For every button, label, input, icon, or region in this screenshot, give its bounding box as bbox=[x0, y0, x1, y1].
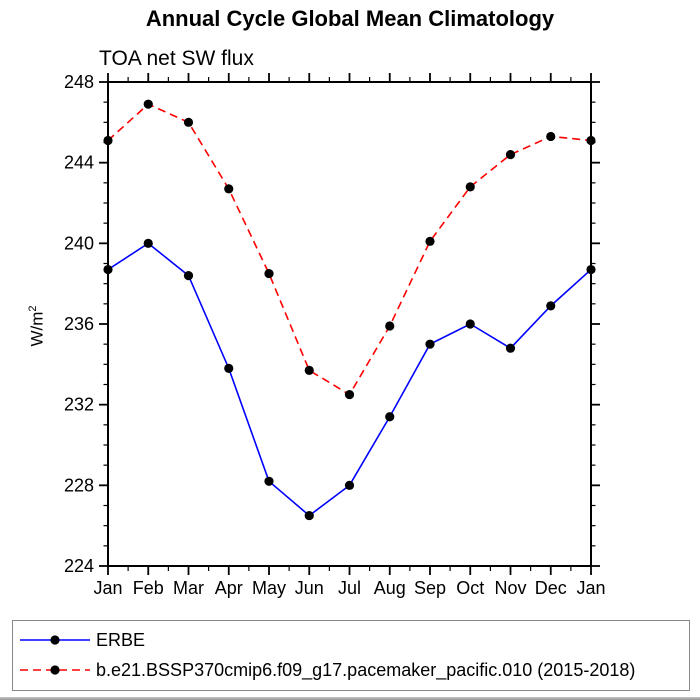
y-tick-label: 232 bbox=[64, 395, 94, 415]
data-point-marker bbox=[546, 131, 556, 142]
data-point-marker bbox=[304, 365, 314, 375]
data-point-marker bbox=[586, 135, 596, 146]
data-point-marker bbox=[505, 150, 516, 160]
x-tick-label: Jul bbox=[338, 578, 361, 598]
x-tick-label: Jan bbox=[93, 578, 122, 598]
data-point-marker bbox=[183, 271, 194, 281]
x-tick-label: Dec bbox=[535, 578, 567, 598]
data-point-marker bbox=[465, 182, 475, 192]
data-point-marker bbox=[546, 301, 556, 311]
series-line-erbe bbox=[107, 242, 592, 517]
plot-area: Jan Feb Mar Apr May Jun Jul Aug Sep Oct Nov Dec Jan2… bbox=[64, 72, 606, 598]
data-point-marker bbox=[103, 135, 113, 146]
x-tick-label: Jun bbox=[295, 578, 324, 598]
legend-marker bbox=[50, 665, 60, 675]
legend-label: b.e21.BSSP370cmip6.f09_g17.pacemaker_pac… bbox=[96, 659, 636, 680]
data-point-marker bbox=[143, 238, 153, 248]
chart-subtitle: TOA net SW flux bbox=[99, 47, 254, 70]
data-point-marker bbox=[385, 412, 395, 422]
legend: ERBE b.e21.BSSP370cmip6.f09_g17.pacemaker… bbox=[12, 620, 690, 691]
data-point-marker bbox=[264, 476, 274, 486]
y-tick-label: 248 bbox=[64, 72, 94, 92]
x-tick-label: Nov bbox=[494, 578, 526, 598]
x-tick-label: Oct bbox=[456, 578, 484, 598]
data-point-marker bbox=[304, 510, 314, 521]
data-point-marker bbox=[224, 184, 234, 194]
data-point-marker bbox=[183, 117, 194, 127]
data-point-marker bbox=[586, 264, 596, 275]
data-point-marker bbox=[224, 363, 234, 373]
legend-marker bbox=[50, 635, 60, 645]
x-tick-label: Aug bbox=[374, 578, 406, 598]
legend-line-sample bbox=[20, 635, 90, 645]
plot-frame bbox=[107, 81, 592, 567]
data-point-marker bbox=[465, 319, 475, 329]
window-bottom-edge bbox=[0, 697, 700, 700]
y-tick-label: 244 bbox=[64, 153, 94, 173]
x-tick-label: May bbox=[252, 578, 286, 598]
y-tick-label: 228 bbox=[64, 475, 94, 495]
data-point-marker bbox=[264, 268, 274, 279]
data-point-marker bbox=[344, 480, 355, 490]
y-tick-label: 224 bbox=[64, 556, 94, 576]
legend-label: ERBE bbox=[96, 629, 146, 650]
data-point-marker bbox=[143, 99, 153, 109]
x-tick-label: Sep bbox=[414, 578, 446, 598]
data-point-marker bbox=[103, 264, 113, 275]
chart-title: Annual Cycle Global Mean Climatology bbox=[145, 6, 555, 31]
legend-item: ERBE bbox=[18, 625, 689, 655]
data-point-marker bbox=[505, 343, 516, 353]
x-tick-label: Apr bbox=[215, 578, 243, 598]
legend-item: b.e21.BSSP370cmip6.f09_g17.pacemaker_pac… bbox=[18, 655, 689, 685]
series-line-model bbox=[107, 103, 592, 396]
data-point-marker bbox=[425, 236, 435, 246]
y-tick-label: 240 bbox=[64, 233, 94, 253]
data-point-marker bbox=[425, 339, 435, 349]
y-tick-label: 236 bbox=[64, 314, 94, 334]
x-tick-label: Feb bbox=[133, 578, 164, 598]
legend-line-sample bbox=[20, 665, 90, 675]
x-tick-label: Mar bbox=[173, 578, 204, 598]
data-point-marker bbox=[385, 321, 395, 331]
x-tick-label: Jan bbox=[576, 578, 605, 598]
data-point-marker bbox=[344, 389, 355, 400]
